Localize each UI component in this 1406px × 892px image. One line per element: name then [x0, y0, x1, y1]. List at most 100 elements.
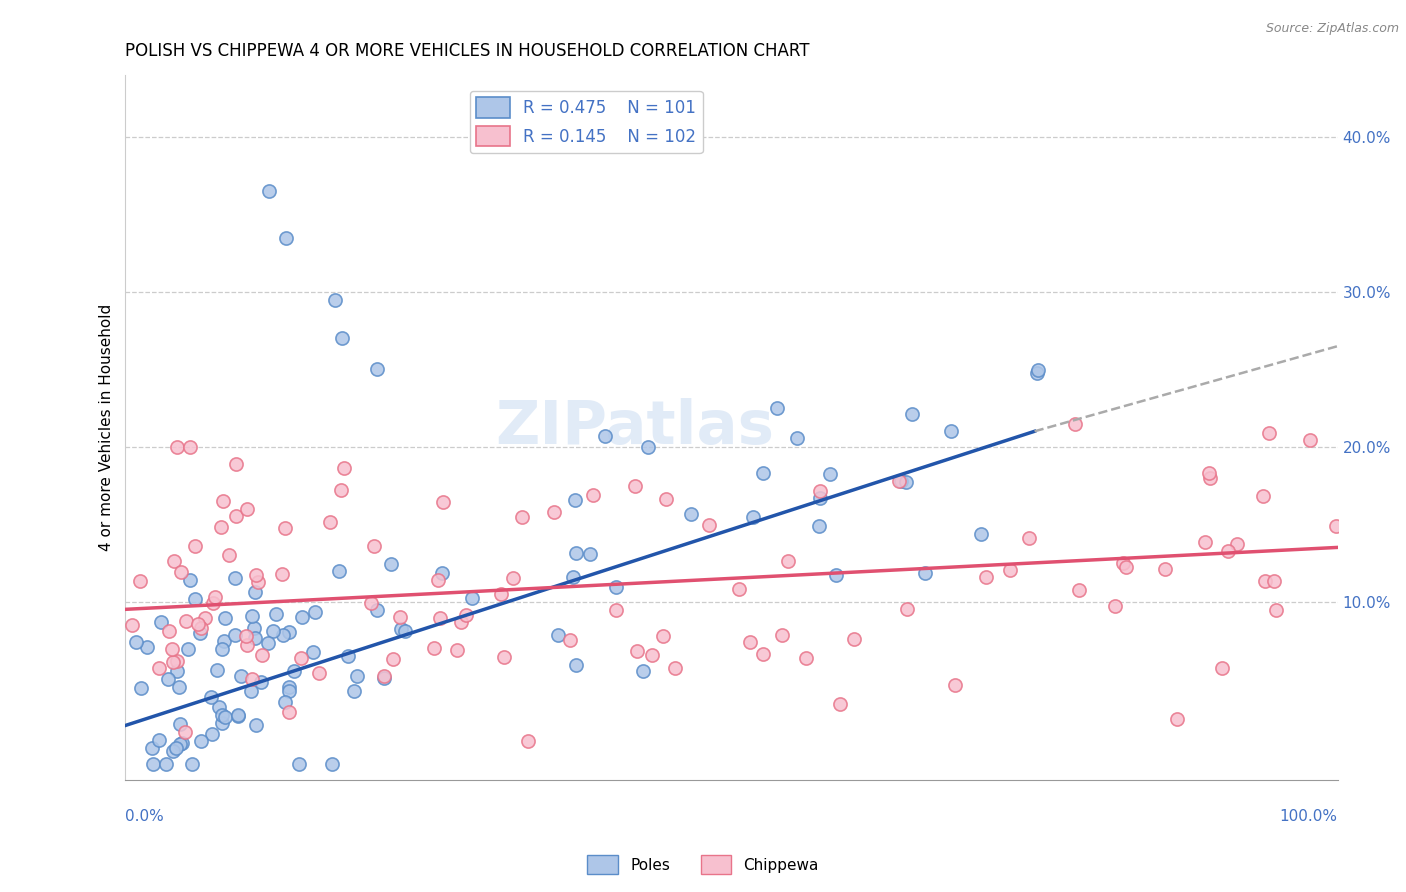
Point — [770, 627, 793, 641]
Point — [174, 724, 197, 739]
Point — [291, 610, 314, 624]
Point — [818, 467, 841, 481]
Point — [218, 548, 240, 562]
Point — [174, 615, 197, 629]
Point — [998, 563, 1021, 577]
Point — [228, 709, 250, 723]
Point — [225, 509, 247, 524]
Point — [179, 440, 201, 454]
Point — [828, 697, 851, 711]
Point — [1251, 489, 1274, 503]
Point — [162, 744, 184, 758]
Point — [429, 611, 451, 625]
Point — [201, 727, 224, 741]
Point — [169, 680, 191, 694]
Point — [308, 665, 330, 680]
Point — [250, 648, 273, 662]
Point — [243, 585, 266, 599]
Point — [184, 591, 207, 606]
Point — [172, 736, 194, 750]
Point — [654, 492, 676, 507]
Point — [163, 554, 186, 568]
Point — [250, 675, 273, 690]
Point — [825, 568, 848, 582]
Point — [166, 664, 188, 678]
Point — [389, 622, 412, 636]
Point — [162, 642, 184, 657]
Point — [1299, 434, 1322, 448]
Point — [148, 733, 170, 747]
Point — [1064, 417, 1087, 431]
Text: ZIPatlas: ZIPatlas — [495, 398, 775, 457]
Point — [157, 624, 180, 638]
Point — [808, 483, 831, 498]
Point — [461, 591, 484, 605]
Point — [943, 678, 966, 692]
Point — [752, 647, 775, 661]
Point — [1257, 426, 1279, 441]
Point — [187, 617, 209, 632]
Point — [492, 650, 515, 665]
Point — [728, 582, 751, 596]
Point — [896, 475, 918, 489]
Point — [336, 649, 359, 664]
Point — [373, 669, 395, 683]
Point — [786, 431, 808, 445]
Point — [664, 661, 686, 675]
Point — [214, 710, 236, 724]
Point — [741, 510, 763, 524]
Point — [423, 640, 446, 655]
Point — [343, 683, 366, 698]
Point — [226, 708, 249, 723]
Point — [752, 466, 775, 480]
Point — [245, 631, 267, 645]
Point — [765, 401, 787, 415]
Point — [288, 757, 311, 772]
Point — [245, 718, 267, 732]
Point — [302, 645, 325, 659]
Point — [162, 655, 184, 669]
Point — [1199, 471, 1222, 485]
Point — [278, 683, 301, 698]
Point — [605, 580, 627, 594]
Point — [262, 624, 284, 638]
Point — [373, 672, 395, 686]
Point — [155, 757, 177, 772]
Point — [166, 654, 188, 668]
Point — [148, 661, 170, 675]
Point — [1026, 362, 1049, 376]
Point — [510, 510, 533, 524]
Point — [651, 629, 673, 643]
Point — [209, 519, 232, 533]
Point — [432, 495, 454, 509]
Point — [177, 642, 200, 657]
Text: 100.0%: 100.0% — [1279, 809, 1337, 824]
Point — [388, 610, 411, 624]
Point — [1104, 599, 1126, 614]
Point — [564, 492, 586, 507]
Point — [363, 539, 385, 553]
Point — [225, 457, 247, 471]
Point — [637, 440, 659, 454]
Point — [679, 507, 702, 521]
Point — [1211, 661, 1233, 675]
Point — [1264, 603, 1286, 617]
Point — [366, 362, 388, 376]
Point — [121, 618, 143, 632]
Point — [329, 483, 352, 497]
Point — [738, 634, 761, 648]
Point — [626, 644, 648, 658]
Point — [1115, 560, 1137, 574]
Point — [181, 757, 204, 772]
Point — [896, 601, 918, 615]
Point — [129, 574, 152, 588]
Point — [939, 424, 962, 438]
Point — [211, 494, 233, 508]
Point — [489, 587, 512, 601]
Point — [184, 540, 207, 554]
Point — [564, 658, 586, 673]
Point — [236, 501, 259, 516]
Point — [543, 506, 565, 520]
Point — [224, 570, 246, 584]
Point — [240, 684, 263, 698]
